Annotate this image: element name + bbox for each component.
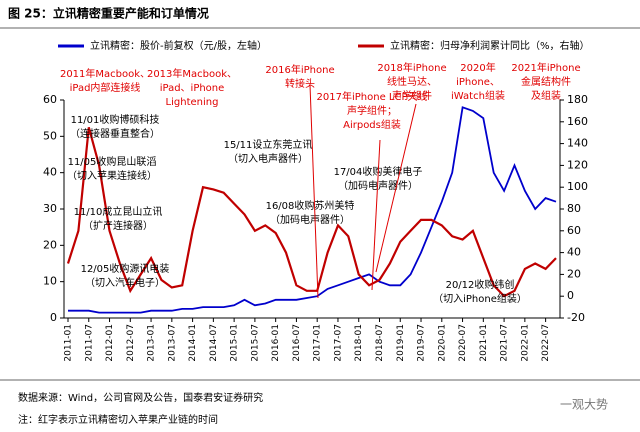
x-tick-label: 2021-07: [500, 324, 510, 362]
annotation: 线性马达、: [387, 75, 437, 88]
y2-tick-label: 180: [567, 93, 588, 106]
x-tick-label: 2016-07: [292, 324, 302, 362]
annotation: 2013年Macbook、: [147, 67, 237, 80]
annotation: iPad内部连接线: [70, 81, 141, 94]
annotation: 2011年Macbook、: [60, 67, 150, 80]
annotation: 声学组件；: [347, 104, 397, 117]
annotation: 2020年: [460, 61, 495, 74]
annotation: （切入电声器件）: [228, 152, 308, 165]
annotation: iPad、iPhone: [160, 83, 225, 94]
x-tick-label: 2019-07: [417, 324, 427, 362]
annotations: 2011年Macbook、iPad内部连接线 2013年Macbook、 iPad、…: [60, 61, 581, 305]
annotation: iWatch组装: [451, 89, 505, 102]
legend-label: 立讯精密：股价-前复权（元/股，左轴）: [90, 39, 267, 52]
x-tick-label: 2017-07: [333, 324, 343, 362]
x-tick-label: 2014-07: [209, 324, 219, 362]
y-tick-label: 40: [43, 166, 57, 179]
annotation: （加码电声器件）: [270, 213, 350, 226]
y2-tick-label: 60: [567, 224, 581, 237]
annotation: 12/05收购源讯电装: [81, 262, 170, 275]
x-tick-label: 2011-01: [64, 324, 74, 362]
annotation: Airpods组装: [343, 118, 401, 131]
y-tick-label: 30: [43, 202, 57, 215]
annotation: 金属结构件: [521, 75, 571, 88]
annotation: 11/01收购博硕科技: [71, 113, 160, 126]
x-tick-label: 2011-07: [84, 324, 94, 362]
annotation: 2018年iPhone: [377, 61, 446, 74]
y2-tick-label: 0: [567, 289, 574, 302]
series-line: [68, 106, 557, 314]
annotation: 16/08收购苏州美特: [266, 199, 355, 212]
x-tick-label: 2017-01: [313, 324, 323, 362]
x-tick-label: 2020-01: [437, 324, 447, 362]
x-tick-label: 2020-07: [458, 324, 468, 362]
annotation: 转接头: [285, 77, 315, 90]
y2-tick-label: 40: [567, 246, 581, 259]
annotation-arrow: [375, 103, 417, 273]
y2-tick-label: 80: [567, 202, 581, 215]
x-tick-label: 2013-07: [167, 324, 177, 362]
annotation: （切入iPhone组装）: [433, 292, 527, 305]
annotation: 2016年iPhone: [265, 63, 334, 76]
annotation: （切入汽车电子）: [85, 276, 165, 289]
y-tick-label: 50: [43, 129, 57, 142]
x-tick-label: 2022-07: [541, 324, 551, 362]
chart-title: 图 25：立讯精密重要产能和订单情况: [8, 6, 209, 21]
annotation: 2017年iPhone LCP天线: [317, 90, 428, 103]
y-tick-label: 20: [43, 238, 57, 251]
x-tick-label: 2022-01: [520, 324, 530, 362]
x-tick-label: 2021-01: [479, 324, 489, 362]
x-tick-label: 2018-07: [375, 324, 385, 362]
annotation-arrow: [309, 84, 319, 299]
annotation: 11/05收购昆山联滔: [68, 155, 157, 168]
annotation: 11/10成立昆山立讯: [74, 205, 163, 218]
source: 数据来源：Wind，公司官网及公告，国泰君安证券研究: [18, 391, 263, 404]
annotation-arrow: [371, 139, 381, 291]
series-line: [66, 127, 557, 298]
x-tick-label: 2015-07: [250, 324, 260, 362]
x-tick-label: 2015-01: [230, 324, 240, 362]
x-tick-label: 2012-07: [126, 324, 136, 362]
annotation: 2021年iPhone: [511, 61, 580, 74]
annotation: （连接器垂直整合）: [70, 127, 160, 140]
x-tick-label: 2014-01: [188, 324, 198, 362]
annotation: 声学组件: [392, 89, 432, 102]
annotation: 20/12收购纬创: [446, 278, 515, 291]
y2-tick-label: 120: [567, 158, 588, 171]
x-tick-label: 2018-01: [354, 324, 364, 362]
y-tick-label: 60: [43, 93, 57, 106]
annotation: （扩产连接器）: [83, 219, 153, 232]
y2-tick-label: -20: [567, 311, 585, 324]
legend-label: 立讯精密：归母净利润累计同比（%，右轴）: [390, 39, 590, 52]
annotation: 15/11设立东莞立讯: [224, 138, 313, 151]
watermark: 一观大势: [560, 398, 608, 412]
y2-tick-label: 20: [567, 267, 581, 280]
x-tick-label: 2016-01: [271, 324, 281, 362]
y2-tick-label: 100: [567, 180, 588, 193]
y2-tick-label: 140: [567, 137, 588, 150]
annotation: （切入苹果连接线）: [67, 169, 157, 182]
x-tick-label: 2019-01: [396, 324, 406, 362]
x-tick-label: 2012-01: [105, 324, 115, 362]
y-tick-label: 0: [50, 311, 57, 324]
annotation: iPhone、: [456, 77, 500, 88]
y2-tick-label: 160: [567, 115, 588, 128]
x-tick-label: 2013-01: [147, 324, 157, 362]
annotation: 及组装: [531, 89, 561, 102]
y-tick-label: 10: [43, 275, 57, 288]
annotation: Lightening: [166, 97, 219, 108]
note: 注：红字表示立讯精密切入苹果产业链的时间: [18, 413, 218, 426]
